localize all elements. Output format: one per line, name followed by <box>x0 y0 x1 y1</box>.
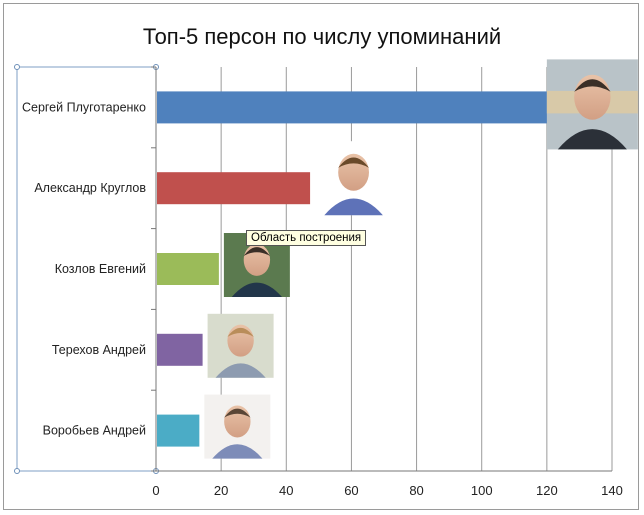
bar-1 <box>157 91 548 124</box>
x-tick-label: 60 <box>344 483 358 498</box>
category-labels: Сергей Плуготаренко Александр Круглов Козл… <box>22 100 146 437</box>
person-photo <box>315 141 393 216</box>
category-label: Александр Круглов <box>34 181 146 195</box>
person-photo <box>207 313 274 378</box>
x-tick-label: 100 <box>471 483 493 498</box>
tooltip: Область построения <box>246 230 367 246</box>
x-tick-label: 80 <box>409 483 423 498</box>
category-label: Воробьев Андрей <box>43 424 146 438</box>
x-tick-label: 140 <box>601 483 623 498</box>
bar-2 <box>157 172 311 205</box>
person-photo <box>546 59 638 150</box>
chart-title: Топ-5 персон по числу упоминаний <box>142 24 502 49</box>
person-photo <box>204 394 271 459</box>
x-tick-label: 40 <box>279 483 293 498</box>
bar-5 <box>157 414 200 447</box>
x-tick-label: 120 <box>536 483 558 498</box>
chart-frame[interactable] <box>3 3 639 510</box>
x-tick-labels: 0 20 40 60 80 100 120 140 <box>152 483 622 498</box>
bar-4 <box>157 333 203 366</box>
x-tick-label: 20 <box>214 483 228 498</box>
bar-3 <box>157 253 219 285</box>
category-label: Терехов Андрей <box>52 343 146 357</box>
bars <box>157 91 548 447</box>
x-tick-label: 0 <box>152 483 159 498</box>
category-label: Козлов Евгений <box>55 262 146 276</box>
category-label: Сергей Плуготаренко <box>22 100 146 114</box>
